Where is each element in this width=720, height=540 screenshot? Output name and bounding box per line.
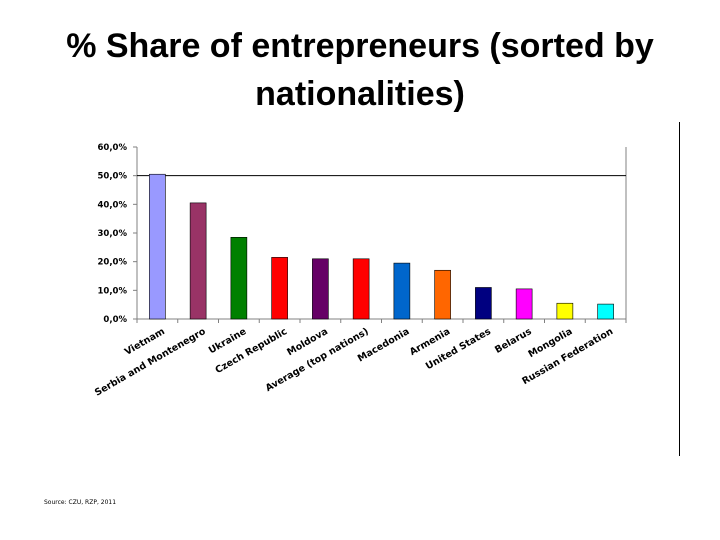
slide-divider-line — [679, 122, 680, 456]
bar — [189, 202, 207, 320]
bars — [149, 173, 614, 320]
source-note: Source: CZU, RZP, 2011 — [44, 499, 117, 506]
bar — [149, 173, 166, 320]
y-tick-label: 50,0% — [98, 172, 128, 182]
y-tick-label: 40,0% — [98, 200, 128, 210]
y-axis-ticks: 0,0% 10,0% 20,0% 30,0% 40,0% 50,0% 60,0% — [98, 143, 137, 325]
y-tick-label: 0,0% — [103, 315, 127, 325]
bar — [393, 262, 411, 320]
y-tick-label: 60,0% — [98, 143, 128, 153]
bar — [434, 269, 451, 320]
plot-frame — [136, 147, 627, 320]
bar — [515, 288, 533, 320]
bar — [556, 302, 574, 320]
x-tick-label: Czech Republic — [214, 326, 290, 376]
bar — [312, 258, 329, 320]
bar — [597, 303, 614, 320]
bar — [352, 258, 370, 320]
y-tick-label: 10,0% — [98, 286, 128, 296]
bar — [271, 257, 288, 320]
y-tick-label: 30,0% — [98, 229, 128, 239]
page-title: % Share of entrepreneurs (sorted by nati… — [66, 27, 654, 113]
bar — [230, 237, 248, 320]
bar — [475, 287, 492, 320]
y-tick-label: 20,0% — [98, 258, 128, 268]
